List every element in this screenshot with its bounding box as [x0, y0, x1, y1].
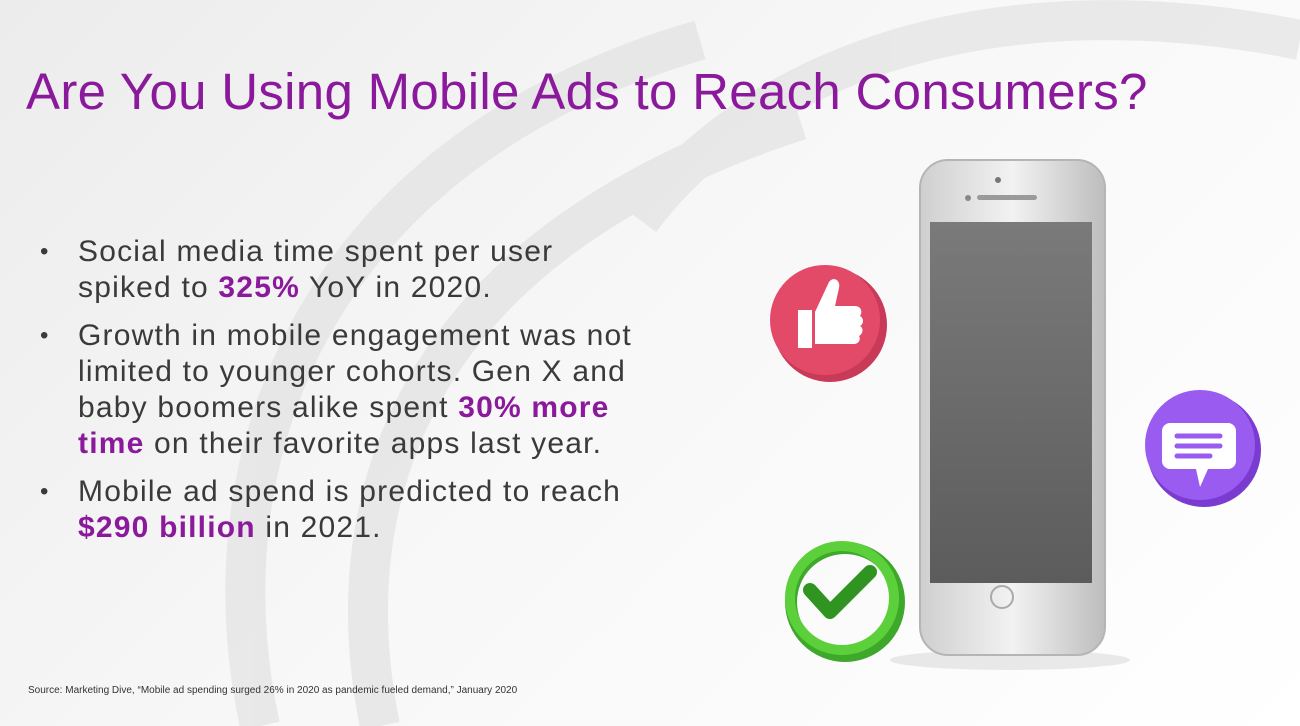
bullet-text: Social media time spent per user spiked …	[78, 235, 554, 304]
bullet-text: Growth in mobile engagement was not limi…	[78, 319, 632, 424]
bullet: Growth in mobile engagement was not limi…	[40, 318, 640, 462]
highlight: 30% more time	[78, 391, 610, 460]
bullet-text: Mobile ad spend is predicted to reach	[78, 475, 622, 508]
source-note: Source: Marketing Dive, “Mobile ad spend…	[28, 685, 518, 696]
highlight: $290 billion	[78, 511, 256, 544]
highlight: 325%	[218, 271, 300, 304]
phone-illustration	[770, 159, 1261, 670]
title: Are You Using Mobile Ads to Reach Consum…	[26, 63, 1148, 120]
bullet-text: in 2021.	[265, 511, 382, 544]
bullet: Mobile ad spend is predicted to reach $2…	[40, 474, 640, 546]
bullet-list: Social media time spent per user spiked …	[40, 234, 640, 558]
bullet-text: YoY in 2020.	[308, 271, 492, 304]
bullet-text: on their favorite apps last year.	[154, 427, 603, 460]
bullet: Social media time spent per user spiked …	[40, 234, 640, 306]
